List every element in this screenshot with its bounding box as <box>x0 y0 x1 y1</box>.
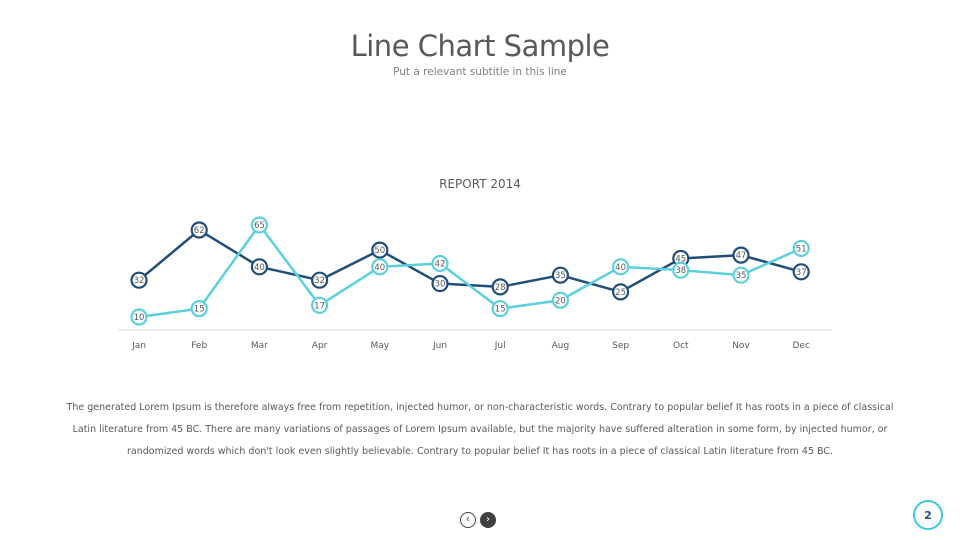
data-point-marker <box>130 271 148 289</box>
line-chart: Jan Feb Mar Apr May Jun Jul Aug Sep Oct Nov Dec 32 62… <box>118 216 832 351</box>
data-point-marker <box>431 274 449 293</box>
x-tick-label: Aug <box>552 341 570 351</box>
data-point-marker <box>792 263 810 281</box>
series-line-1 <box>138 228 802 294</box>
data-point-marker <box>611 258 630 276</box>
data-point-marker <box>491 300 509 318</box>
data-label: 28 <box>495 283 506 293</box>
data-label: 42 <box>435 259 446 269</box>
data-label: 32 <box>134 276 145 286</box>
chevron-left-icon[interactable]: ‹ <box>460 512 476 528</box>
data-label: 47 <box>736 251 747 261</box>
data-point-marker <box>371 258 389 276</box>
data-point-marker <box>190 300 208 318</box>
page-number-badge: 2 <box>913 500 943 530</box>
body-paragraph: The generated Lorem Ipsum is therefore a… <box>66 402 894 457</box>
data-label: 25 <box>615 288 626 298</box>
slide-title: Line Chart Sample <box>350 29 610 63</box>
x-tick-label: Feb <box>191 341 207 351</box>
x-tick-label: Nov <box>732 341 750 351</box>
data-point-marker <box>792 239 810 258</box>
x-tick-label: Jun <box>432 341 447 351</box>
data-label: 38 <box>675 266 686 276</box>
data-point-marker <box>130 308 148 326</box>
data-point-marker <box>371 241 389 259</box>
x-tick-label: Apr <box>312 341 328 351</box>
data-point-marker <box>672 261 690 279</box>
data-point-marker <box>551 266 570 284</box>
data-label: 35 <box>736 271 747 281</box>
slide-navigation: ‹ › <box>460 512 496 528</box>
data-point-marker <box>311 296 329 314</box>
data-point-marker <box>732 266 750 284</box>
data-label: 65 <box>254 221 265 231</box>
data-label: 50 <box>374 246 385 256</box>
data-point-marker <box>611 283 630 301</box>
data-label: 62 <box>194 226 205 236</box>
data-label: 40 <box>615 263 626 273</box>
data-point-marker <box>551 291 570 309</box>
data-point-marker <box>190 221 208 239</box>
data-point-marker <box>250 258 268 276</box>
x-tick-label: Dec <box>792 341 809 351</box>
x-tick-label: Mar <box>251 341 268 351</box>
data-label: 30 <box>435 280 446 290</box>
data-label: 37 <box>796 268 807 278</box>
chart-title: REPORT 2014 <box>439 177 521 191</box>
data-label: 51 <box>796 244 807 254</box>
data-label: 32 <box>314 276 325 286</box>
data-point-marker <box>732 246 750 264</box>
data-label: 15 <box>194 305 205 315</box>
data-label: 20 <box>555 296 566 306</box>
data-point-marker <box>311 271 329 289</box>
x-tick-label: Jan <box>131 341 146 351</box>
data-label: 45 <box>675 254 686 264</box>
data-point-marker <box>491 278 509 296</box>
data-label: 15 <box>495 305 506 315</box>
x-tick-label: Oct <box>673 341 689 351</box>
data-label: 17 <box>314 301 325 311</box>
x-tick-label: May <box>370 341 389 351</box>
data-point-marker <box>431 254 449 273</box>
series-line-2 <box>138 223 802 319</box>
x-tick-label: Sep <box>612 341 629 351</box>
data-label: 10 <box>134 313 145 323</box>
x-tick-label: Jul <box>494 341 506 351</box>
data-label: 35 <box>555 271 566 281</box>
data-label: 40 <box>254 263 265 273</box>
data-point-marker <box>250 216 268 234</box>
data-label: 40 <box>374 263 385 273</box>
slide-subtitle: Put a relevant subtitle in this line <box>393 66 567 78</box>
chevron-right-icon[interactable]: › <box>480 512 496 528</box>
